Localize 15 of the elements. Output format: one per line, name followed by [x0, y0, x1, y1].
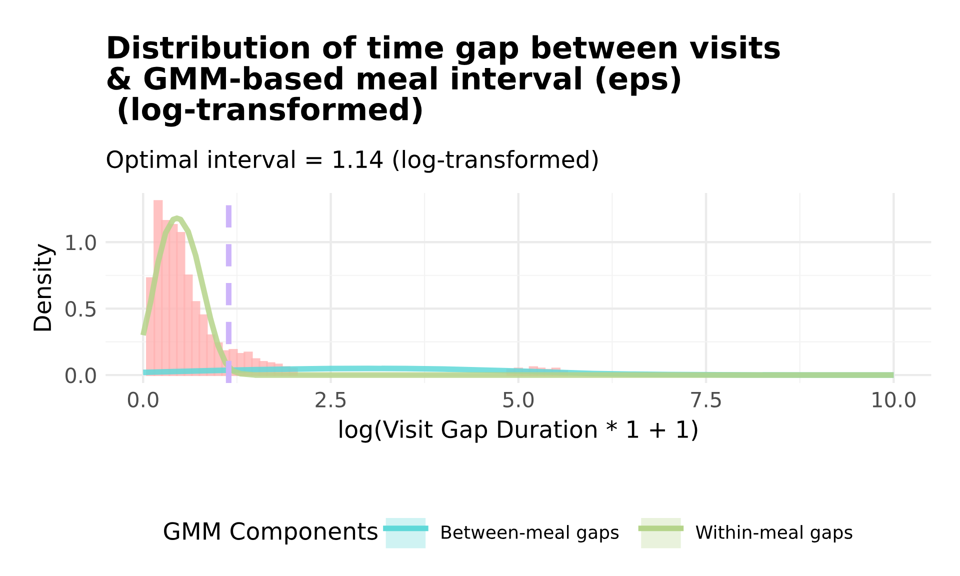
y-axis-title: Density: [32, 244, 56, 331]
legend-title: GMM Components: [164, 522, 378, 545]
x-tick-label: 10.0: [872, 392, 916, 408]
y-tick-label: 1.0: [66, 234, 96, 250]
y-tick-label: 0.5: [66, 301, 96, 317]
x-tick-label: 5.0: [503, 392, 534, 408]
x-axis-title: log(Visit Gap Duration * 1 + 1): [340, 420, 698, 443]
x-tick-label: 0.0: [128, 392, 158, 408]
legend-label: Between-meal gaps: [442, 525, 619, 543]
y-tick-label: 0.0: [66, 368, 96, 384]
chart-title: Distribution of time gap between visits & GMM-based meal interval (eps) (log-transformed): [107, 35, 780, 127]
legend-label: Within-meal gaps: [696, 525, 852, 543]
x-tick-label: 7.5: [691, 392, 721, 408]
x-tick-label: 2.5: [316, 392, 346, 408]
chart-subtitle: Optimal interval = 1.14 (log-transformed): [106, 150, 598, 173]
